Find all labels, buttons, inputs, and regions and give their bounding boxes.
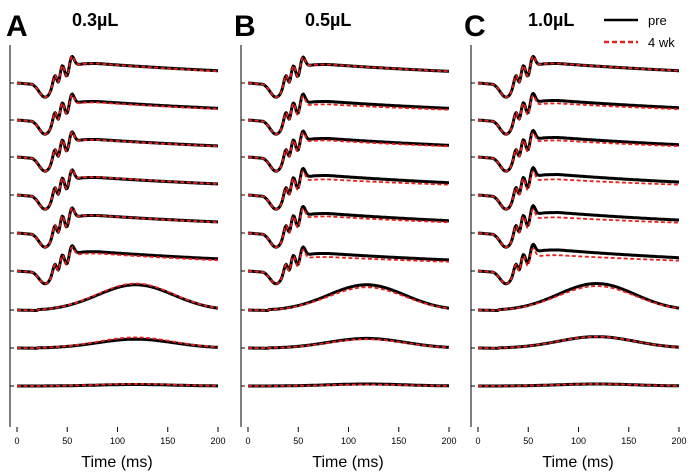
panel-c-x-tick-label: 150	[621, 436, 636, 446]
panel-b-xlabel: Time (ms)	[312, 454, 383, 471]
legend-pre-label: pre	[648, 13, 667, 28]
panel-a-title: 0.3µL	[72, 10, 118, 30]
panel-c: C 1.0µL Time (ms) 0 50 100 150 200	[464, 10, 687, 471]
panel-a-pre-trace-1	[16, 54, 219, 99]
panel-a-4wk-trace-5	[16, 207, 219, 249]
panel-b-4wk-trace-3	[247, 131, 449, 173]
panel-c-pre-trace-3	[477, 128, 680, 173]
panel-b-4wk-trace-1	[247, 56, 449, 99]
panel-a-4wk-trace-2	[16, 94, 218, 136]
panel-c-4wk-trace-5	[477, 208, 679, 249]
panel-a-4wk-trace-6	[16, 246, 219, 285]
panel-a-4wk-trace-8	[17, 336, 219, 350]
panel-c-4wk-trace-4	[477, 170, 679, 211]
legend: pre 4 wk	[604, 13, 675, 50]
panel-b-pre-trace-7	[247, 283, 450, 312]
panel-a-4wk-trace-1	[16, 55, 219, 99]
panel-b-x-tick-label: 0	[245, 436, 250, 446]
panel-a-4wk-trace-9	[17, 383, 219, 387]
panel-a-xlabel: Time (ms)	[81, 454, 152, 471]
panel-b-pre-trace-1	[247, 55, 450, 99]
panel-a-x-tick-label: 0	[14, 436, 19, 446]
panel-b-pre-trace-3	[247, 129, 450, 173]
panel-a-pre-trace-6	[16, 244, 219, 286]
panel-a-x-tick-label: 150	[160, 436, 175, 446]
panel-c-x-tick-label: 50	[523, 436, 533, 446]
panel-c-x-tick-label: 200	[671, 436, 686, 446]
panel-b-4wk-trace-2	[247, 95, 449, 136]
panel-b-x-tick-label: 100	[341, 436, 356, 446]
panel-a-pre-trace-7	[16, 283, 219, 312]
panel-b-4wk-trace-8	[248, 338, 450, 350]
panel-b-pre-trace-4	[247, 166, 450, 211]
panel-a-pre-trace-2	[16, 92, 219, 136]
panel-c-pre-trace-6	[477, 242, 680, 286]
panel-a-pre-trace-5	[16, 206, 219, 249]
panel-a-pre-trace-3	[16, 130, 219, 173]
panel-b-pre-trace-5	[247, 204, 450, 249]
panel-c-pre-trace-4	[477, 166, 680, 211]
panel-a-pre-trace-4	[16, 168, 219, 211]
panel-a-4wk-trace-7	[17, 282, 219, 312]
panel-a-x-tick-label: 50	[62, 436, 72, 446]
panel-b-4wk-trace-9	[248, 383, 449, 387]
panel-a-4wk-trace-3	[16, 131, 219, 173]
panel-c-title: 1.0µL	[528, 10, 574, 30]
panel-b-pre-trace-2	[247, 92, 450, 136]
panel-a: A 0.3µL Time (ms) 0 50 100 150 200	[6, 10, 226, 471]
panel-c-letter: C	[464, 10, 486, 43]
legend-4wk-label: 4 wk	[648, 35, 675, 50]
panel-a-x-tick-label: 200	[210, 436, 225, 446]
panel-b-4wk-trace-6	[247, 248, 449, 285]
panel-a-4wk-trace-4	[16, 168, 218, 211]
panel-c-x-tick-label: 100	[571, 436, 586, 446]
panel-b-letter: B	[234, 10, 256, 43]
panel-c-4wk-trace-6	[477, 247, 679, 285]
panel-c-4wk-trace-2	[477, 94, 680, 136]
panel-c-pre-trace-7	[477, 282, 680, 312]
panel-c-xlabel: Time (ms)	[542, 454, 613, 471]
panel-c-pre-trace-2	[477, 91, 680, 136]
panel-c-4wk-trace-3	[477, 131, 680, 173]
panel-b-4wk-trace-5	[247, 207, 449, 249]
panel-b-pre-trace-6	[247, 245, 450, 286]
panel-c-pre-trace-1	[477, 54, 680, 99]
panel-a-letter: A	[6, 10, 28, 43]
panel-b-4wk-trace-7	[248, 286, 450, 312]
panel-c-4wk-trace-8	[478, 335, 680, 350]
panel-c-4wk-trace-9	[478, 383, 680, 387]
panel-b-x-tick-label: 200	[441, 436, 456, 446]
panel-c-x-tick-label: 0	[475, 436, 480, 446]
panel-c-4wk-trace-1	[477, 55, 679, 99]
panel-b-x-tick-label: 50	[293, 436, 303, 446]
panel-b-4wk-trace-4	[247, 170, 449, 211]
panel-c-pre-trace-5	[477, 204, 680, 249]
panel-a-x-tick-label: 100	[110, 436, 125, 446]
panel-b: B 0.5µL Time (ms) 0 50 100 150 200	[234, 10, 457, 471]
panel-b-x-tick-label: 150	[391, 436, 406, 446]
panel-b-title: 0.5µL	[305, 10, 351, 30]
panel-c-4wk-trace-7	[478, 285, 680, 312]
